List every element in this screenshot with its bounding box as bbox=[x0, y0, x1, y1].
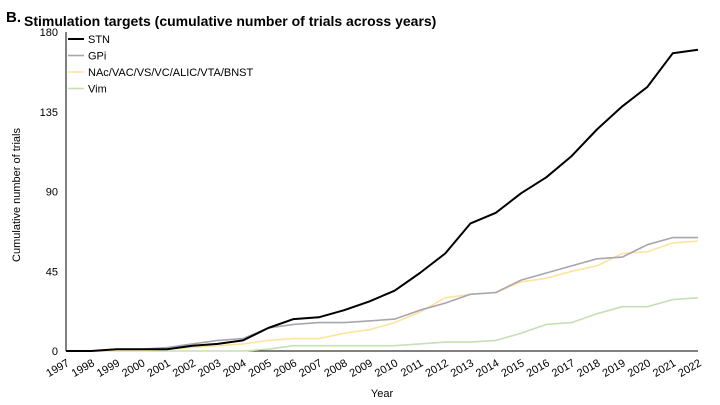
x-tick-label: 2003 bbox=[196, 357, 223, 380]
legend-label: STN bbox=[88, 34, 110, 46]
x-tick-label: 2002 bbox=[171, 357, 198, 380]
x-tick-label: 2010 bbox=[373, 357, 400, 380]
x-tick-label: 2017 bbox=[550, 357, 577, 380]
legend: STN GPi NAc/VAC/VS/VC/ALIC/VTA/BNST Vim bbox=[68, 34, 254, 96]
x-tick-label: 2012 bbox=[423, 357, 450, 380]
x-tick-label: 2021 bbox=[651, 357, 678, 380]
x-tick-label: 1998 bbox=[70, 357, 97, 380]
series-line-vim bbox=[66, 297, 699, 352]
x-tick-label: 2015 bbox=[499, 357, 526, 380]
y-tick-label: 90 bbox=[46, 187, 58, 199]
x-tick-label: 2000 bbox=[120, 357, 147, 380]
x-tick-label: 2007 bbox=[297, 357, 324, 380]
series-line-stn bbox=[66, 48, 699, 352]
x-tick-label: 2008 bbox=[322, 357, 349, 380]
x-tick-label: 2006 bbox=[272, 357, 299, 380]
series-lines bbox=[66, 48, 699, 352]
x-tick-label: 2001 bbox=[145, 357, 172, 380]
x-tick-label: 2018 bbox=[575, 357, 602, 380]
x-tick-label: 2005 bbox=[247, 357, 274, 380]
x-tick-label: 1999 bbox=[95, 357, 122, 380]
panel-label: B. bbox=[6, 9, 21, 26]
x-tick-label: 2013 bbox=[449, 357, 476, 380]
x-tick-labels: 1997199819992000200120022003200420052006… bbox=[44, 357, 703, 380]
y-tick-labels: 0 45 90 135 180 bbox=[40, 27, 58, 358]
series-line-gpi bbox=[66, 236, 698, 352]
x-tick-label: 2011 bbox=[399, 357, 425, 379]
legend-label: NAc/VAC/VS/VC/ALIC/VTA/BNST bbox=[88, 67, 254, 79]
x-tick-label: 2016 bbox=[525, 357, 552, 380]
y-tick-label: 135 bbox=[40, 107, 58, 119]
y-tick-label: 45 bbox=[46, 266, 58, 278]
y-tick-label: 0 bbox=[52, 346, 58, 358]
y-tick-label: 180 bbox=[40, 27, 58, 39]
legend-label: GPi bbox=[88, 51, 106, 63]
x-axis-label: Year bbox=[371, 388, 394, 400]
x-tick-label: 1997 bbox=[44, 357, 71, 380]
y-axis-label: Cumulative number of trials bbox=[11, 128, 23, 262]
x-tick-label: 2004 bbox=[221, 357, 248, 380]
x-tick-label: 2014 bbox=[474, 357, 501, 380]
chart-title: Stimulation targets (cumulative number o… bbox=[24, 13, 436, 29]
x-tick-label: 2020 bbox=[626, 357, 653, 380]
x-tick-label: 2009 bbox=[348, 357, 375, 380]
legend-label: Vim bbox=[88, 84, 107, 96]
x-tick-label: 2022 bbox=[676, 357, 703, 380]
x-tick-label: 2019 bbox=[600, 357, 627, 380]
